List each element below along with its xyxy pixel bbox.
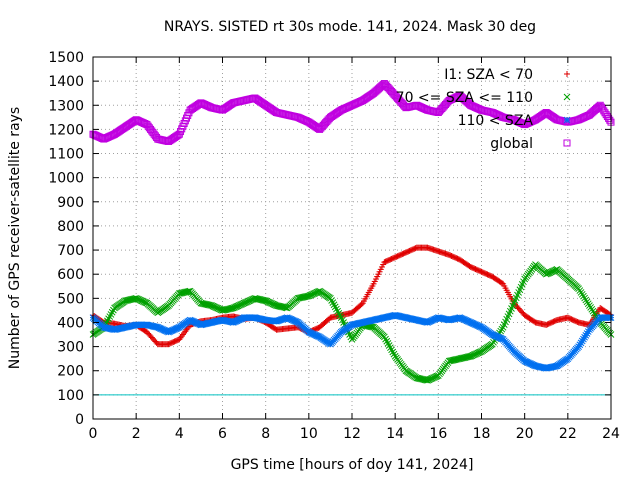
data-point [603,113,611,121]
legend-marker [564,71,570,77]
data-point [596,101,604,109]
data-point [606,116,614,124]
x-tick-label: 2 [132,426,141,442]
y-tick-label: 900 [57,195,84,211]
series-3 [89,311,615,372]
data-point [466,353,473,360]
legend-marker [563,139,571,147]
data-marks [89,80,615,384]
y-tick-label: 200 [57,364,84,380]
x-tick-label: 18 [473,426,491,442]
legend-marker [563,93,571,101]
x-tick-label: 12 [343,426,361,442]
y-tick-label: 700 [57,243,84,259]
y-tick-label: 400 [57,315,84,331]
x-tick-label: 16 [429,426,447,442]
data-point [597,103,605,111]
y-tick-label: 0 [75,412,84,428]
data-point [602,111,610,119]
data-point [601,109,609,117]
data-point [600,107,608,115]
x-tick-label: 0 [89,426,98,442]
data-point [605,114,613,122]
data-point [261,297,268,304]
y-tick-label: 300 [57,340,84,356]
legend-marker [563,116,571,124]
data-point [173,132,181,140]
data-point [172,133,180,141]
x-axis-ticks: 0 2 4 6 8 10 12 14 16 18 20 22 24 [89,57,620,442]
y-tick-label: 1300 [48,98,84,114]
legend: I1: SZA < 70 70 <= SZA <= 110 110 < SZA glo… [396,67,571,152]
x-tick-label: 10 [300,426,318,442]
y-tick-label: 1500 [48,50,84,66]
x-tick-label: 8 [261,426,270,442]
y-tick-label: 1000 [48,171,84,187]
y-axis-ticks: 0 100 200 300 400 500 600 700 800 900 1000 1100 1200… [48,50,611,428]
x-tick-label: 14 [386,426,404,442]
data-point [599,105,607,113]
y-tick-label: 1200 [48,122,84,138]
data-point [207,301,214,309]
x-tick-label: 4 [175,426,184,442]
series-2 [89,261,615,384]
data-point [142,120,150,128]
y-tick-label: 500 [57,291,84,307]
legend-label: I1: SZA < 70 [444,67,533,83]
x-axis-label: GPS time [hours of doy 141, 2024] [231,457,474,473]
y-tick-label: 100 [57,388,84,404]
y-tick-label: 1100 [48,147,84,163]
x-tick-label: 20 [516,426,534,442]
data-point [282,304,290,312]
data-point [138,118,146,126]
series-4 [89,80,615,145]
grid [93,57,611,419]
data-point [228,304,236,312]
legend-label: 70 <= SZA <= 110 [396,90,533,106]
x-tick-label: 6 [218,426,227,442]
x-tick-label: 22 [559,426,577,442]
legend-label: 110 < SZA [458,113,534,129]
chart-title: NRAYS. SISTED rt 30s mode. 141, 2024. Ma… [164,19,536,35]
y-tick-label: 600 [57,267,84,283]
data-point [304,292,311,300]
legend-label: global [490,136,533,152]
data-point [358,301,365,308]
y-axis-label: Number of GPS receiver-satellite rays [7,107,23,369]
y-tick-label: 800 [57,219,84,235]
x-tick-label: 24 [602,426,620,442]
y-tick-label: 1400 [48,74,84,90]
